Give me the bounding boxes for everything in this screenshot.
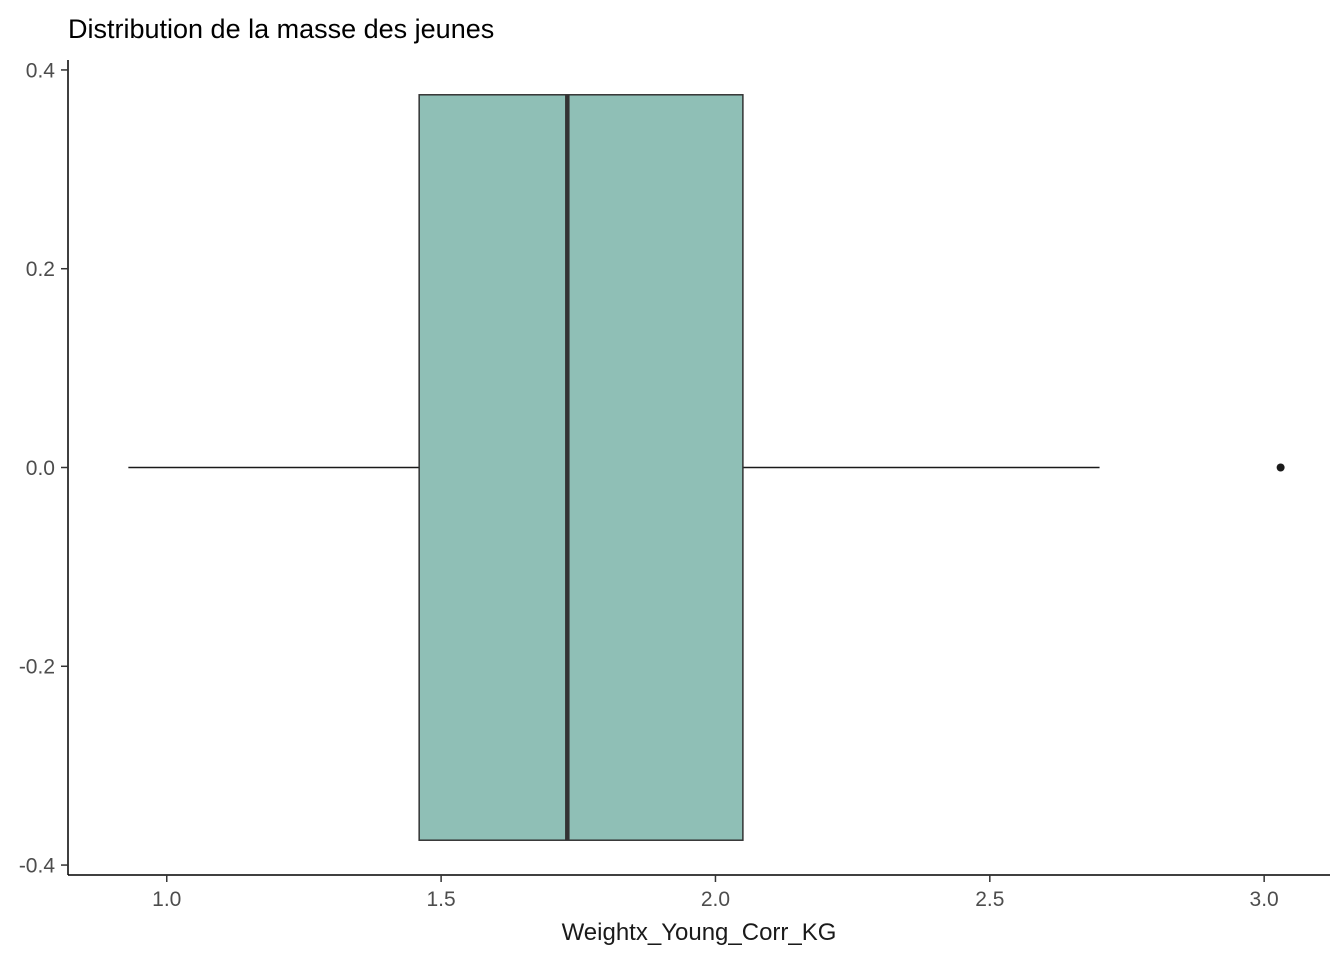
box-iqr <box>418 94 744 841</box>
x-tick-label: 1.0 <box>152 888 181 911</box>
y-tick-label: -0.4 <box>19 854 56 877</box>
x-tick-label: 3.0 <box>1250 888 1279 911</box>
x-axis-title: Weightx_Young_Corr_KG <box>562 919 837 946</box>
x-tick-label: 2.5 <box>975 888 1004 911</box>
x-tick-label: 1.5 <box>427 888 456 911</box>
y-tick-label: 0.0 <box>26 457 55 480</box>
axes-layer: 1.0 1.5 2.0 2.5 3.0 -0.4 -0.2 0.0 0.2 0.4 <box>19 59 1330 911</box>
y-tick-label: -0.2 <box>19 656 55 679</box>
boxplot-layer <box>128 94 1285 841</box>
y-tick-label: 0.4 <box>26 59 56 82</box>
y-tick-label: 0.2 <box>26 258 55 281</box>
x-tick-label: 2.0 <box>701 888 730 911</box>
chart-title: Distribution de la masse des jeunes <box>68 14 494 44</box>
outlier-point <box>1276 463 1285 472</box>
